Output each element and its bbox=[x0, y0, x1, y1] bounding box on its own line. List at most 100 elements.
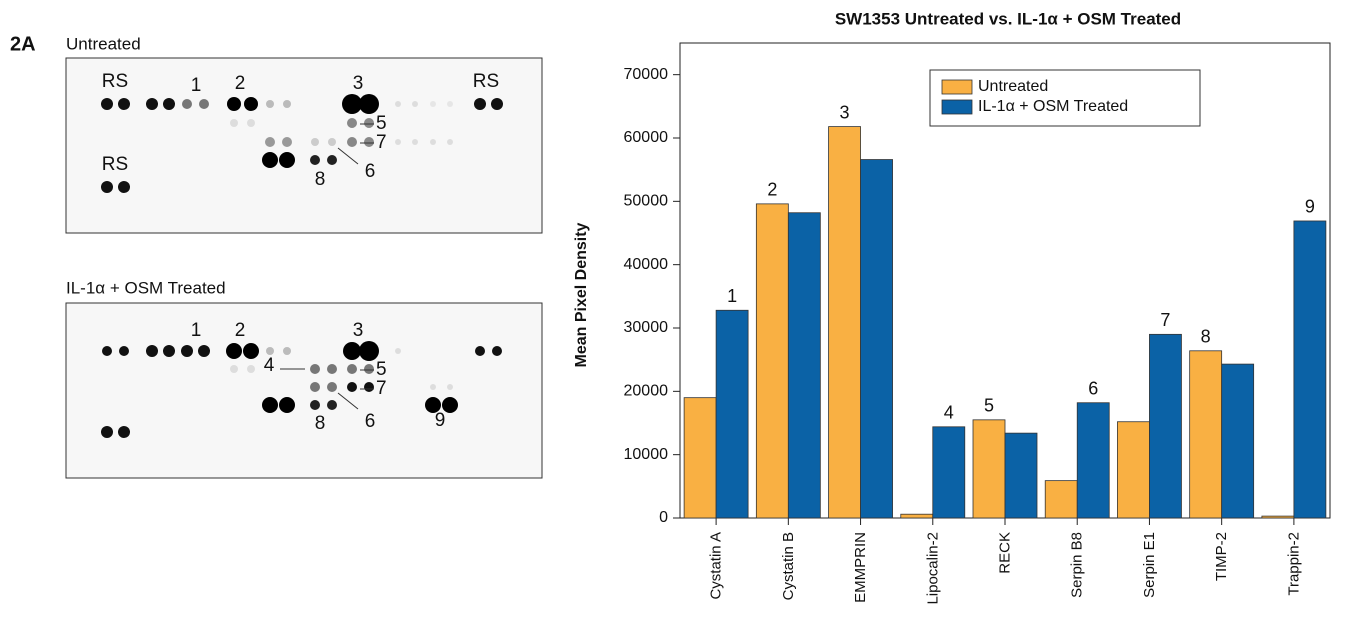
blot-spot bbox=[119, 346, 129, 356]
bar bbox=[756, 204, 788, 518]
legend-label: IL-1α + OSM Treated bbox=[978, 98, 1128, 115]
bar bbox=[973, 420, 1005, 518]
blot-spot bbox=[266, 347, 274, 355]
blot-label: 1 bbox=[191, 320, 202, 341]
blot-spot bbox=[347, 118, 357, 128]
blot-label: 2 bbox=[235, 73, 246, 94]
panel-label: 2A bbox=[10, 33, 36, 55]
bar bbox=[1005, 433, 1037, 518]
y-tick-label: 10000 bbox=[624, 446, 669, 463]
blot-spot bbox=[163, 345, 175, 357]
blot-label: 6 bbox=[365, 161, 376, 182]
legend-label: Untreated bbox=[978, 78, 1048, 95]
blot-spot bbox=[475, 346, 485, 356]
bar-annotation: 2 bbox=[767, 180, 777, 200]
blot-spot bbox=[412, 139, 418, 145]
blot-title: IL-1α + OSM Treated bbox=[66, 278, 226, 297]
blot-spot bbox=[310, 400, 320, 410]
blot-spot bbox=[347, 382, 357, 392]
blot-spot bbox=[447, 384, 453, 390]
blot-label: 6 bbox=[365, 411, 376, 432]
blot-spot bbox=[491, 98, 503, 110]
blot-frame bbox=[66, 303, 542, 478]
blot-spot bbox=[310, 382, 320, 392]
blot-spot bbox=[279, 397, 295, 413]
bar bbox=[1190, 351, 1222, 518]
bar bbox=[1045, 481, 1077, 518]
bar-annotation: 9 bbox=[1305, 197, 1315, 217]
blot-spot bbox=[230, 365, 238, 373]
x-tick-label: TIMP-2 bbox=[1213, 532, 1230, 581]
blot-spot bbox=[230, 119, 238, 127]
blot-spot bbox=[359, 94, 379, 114]
y-tick-label: 30000 bbox=[624, 319, 669, 336]
blot-label: 9 bbox=[435, 410, 446, 431]
blot-spot bbox=[364, 118, 374, 128]
blot-spot bbox=[265, 137, 275, 147]
blot-label: 8 bbox=[315, 169, 326, 190]
x-tick-label: Lipocalin-2 bbox=[924, 532, 941, 605]
blot-spot bbox=[182, 99, 192, 109]
blot-spot bbox=[347, 137, 357, 147]
bar-annotation: 8 bbox=[1201, 327, 1211, 347]
bar-annotation: 3 bbox=[840, 102, 850, 122]
blot-label: 7 bbox=[376, 132, 387, 153]
legend-swatch bbox=[942, 80, 972, 94]
blot-spot bbox=[118, 426, 130, 438]
blot-spot bbox=[198, 345, 210, 357]
bar bbox=[933, 427, 965, 518]
x-tick-label: Cystatin B bbox=[780, 532, 797, 600]
legend-swatch bbox=[942, 100, 972, 114]
blot-frame bbox=[66, 58, 542, 233]
bar-annotation: 7 bbox=[1160, 310, 1170, 330]
bar bbox=[1294, 221, 1326, 518]
blot-spot bbox=[279, 152, 295, 168]
blot-label: 2 bbox=[235, 320, 246, 341]
blot-spot bbox=[327, 364, 337, 374]
blot-spot bbox=[364, 137, 374, 147]
blot-spot bbox=[327, 400, 337, 410]
blot-spot bbox=[102, 346, 112, 356]
blot-label: RS bbox=[102, 154, 128, 175]
bar bbox=[861, 160, 893, 518]
blot-spot bbox=[244, 97, 258, 111]
figure: 2A Untreated IL-1α + OSM Treated SW1353 … bbox=[0, 0, 1363, 626]
bar bbox=[716, 310, 748, 518]
x-tick-label: EMMPRIN bbox=[852, 532, 869, 603]
blot-label: 8 bbox=[315, 413, 326, 434]
blot-spot bbox=[146, 345, 158, 357]
chart-title: SW1353 Untreated vs. IL-1α + OSM Treated bbox=[835, 9, 1181, 28]
bar bbox=[684, 398, 716, 518]
blot-spot bbox=[395, 139, 401, 145]
blot-spot bbox=[328, 138, 336, 146]
blot-spot bbox=[226, 343, 242, 359]
blot-spot bbox=[492, 346, 502, 356]
y-tick-label: 0 bbox=[659, 509, 668, 526]
blot-spot bbox=[447, 101, 453, 107]
y-tick-label: 20000 bbox=[624, 383, 669, 400]
blot-spot bbox=[282, 137, 292, 147]
blot-spot bbox=[327, 382, 337, 392]
bar bbox=[788, 213, 820, 518]
blot-spot bbox=[327, 155, 337, 165]
blot-spot bbox=[101, 181, 113, 193]
blot-spot bbox=[395, 101, 401, 107]
bar bbox=[901, 514, 933, 518]
blot-spot bbox=[163, 98, 175, 110]
blot-spot bbox=[311, 138, 319, 146]
y-tick-label: 70000 bbox=[624, 66, 669, 83]
x-tick-label: Cystatin A bbox=[708, 532, 725, 600]
blot-spot bbox=[243, 343, 259, 359]
y-tick-label: 60000 bbox=[624, 129, 669, 146]
blot-spot bbox=[310, 364, 320, 374]
x-tick-label: Serpin E1 bbox=[1141, 532, 1158, 598]
x-tick-label: RECK bbox=[997, 532, 1014, 574]
blot-spot bbox=[283, 347, 291, 355]
blot-spot bbox=[101, 426, 113, 438]
blot-label: 5 bbox=[376, 113, 387, 134]
blot-spot bbox=[474, 98, 486, 110]
blot-label: 1 bbox=[191, 75, 202, 96]
blot-spot bbox=[247, 119, 255, 127]
blot-spot bbox=[262, 397, 278, 413]
blot-spot bbox=[199, 99, 209, 109]
